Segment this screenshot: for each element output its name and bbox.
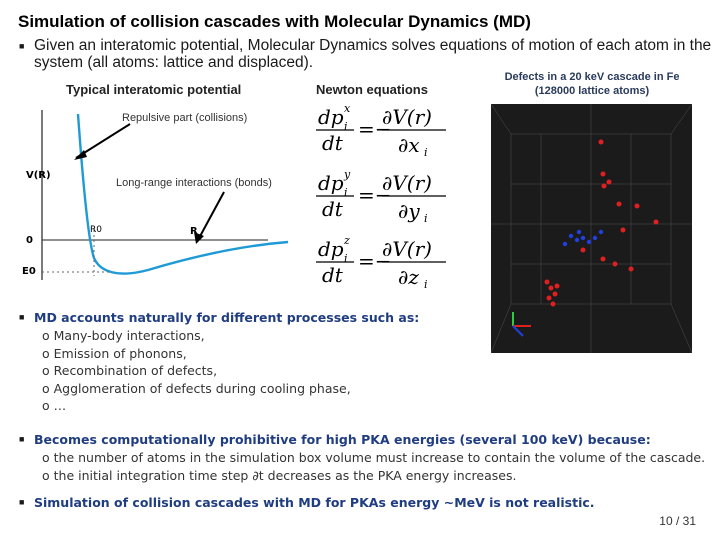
final-bullet: Simulation of collision cascades with MD… xyxy=(34,495,595,510)
defects-title: Defects in a 20 keV cascade in Fe (12800… xyxy=(492,70,692,98)
dp-sub: i xyxy=(344,120,348,133)
newton-label: Newton equations xyxy=(316,82,428,97)
equals-minus: =− xyxy=(358,249,392,273)
list-item: o Recombination of defects, xyxy=(42,363,218,378)
longrange-arrowhead xyxy=(194,232,204,244)
bullet-marker: ■ xyxy=(19,312,25,322)
bullet-marker: ■ xyxy=(19,41,25,51)
dp-sup: y xyxy=(343,168,351,181)
bullet-marker: ■ xyxy=(19,497,25,507)
vacancy-cluster xyxy=(544,139,659,307)
dv-text: ∂V(r) xyxy=(382,237,432,261)
list-item: o Emission of phonons, xyxy=(42,345,187,361)
equals-minus: =− xyxy=(358,117,392,141)
prohibitive-list: o the number of atoms in the simulation … xyxy=(42,449,705,484)
list-item: o the number of atoms in the simulation … xyxy=(42,450,706,465)
e0-label: E0 xyxy=(22,266,36,277)
x-axis-label: R xyxy=(190,226,198,237)
dt-text: dt xyxy=(322,197,344,221)
md-bullet: MD accounts naturally for different proc… xyxy=(34,310,420,325)
defects-title-line2: (128000 lattice atoms) xyxy=(534,85,650,97)
list-item: o Agglomeration of defects during coolin… xyxy=(42,380,351,396)
defects-title-line1: Defects in a 20 keV cascade in Fe xyxy=(504,71,680,83)
dp-sup: z xyxy=(343,234,350,247)
list-item: o Many-body interactions, xyxy=(42,328,205,343)
intro-bullet: Given an interatomic potential, Molecula… xyxy=(34,37,712,71)
repulsive-arrowhead xyxy=(74,150,87,160)
axis-triad-icon xyxy=(512,312,531,337)
page-number: 10 / 31 xyxy=(659,514,696,528)
cascade-visualization xyxy=(490,103,693,354)
equation-x: dp x i dt =− ∂V(r) ∂x i xyxy=(316,102,446,159)
dp-sub: i xyxy=(344,252,348,265)
cascade-simulation-image xyxy=(490,103,693,354)
dvar-text: ∂z xyxy=(398,265,419,289)
dp-sub: i xyxy=(344,186,348,199)
dvar-sub: i xyxy=(424,146,428,159)
dv-text: ∂V(r) xyxy=(382,171,432,195)
dvar-sub: i xyxy=(424,212,428,225)
prohibitive-bullet: Becomes computationally prohibitive for … xyxy=(34,432,651,447)
equals-minus: =− xyxy=(358,183,392,207)
dvar-text: ∂y xyxy=(398,199,420,223)
dp-text: dp xyxy=(318,171,344,195)
longrange-label: Long-range interactions (bonds) xyxy=(116,177,272,189)
potential-curve xyxy=(76,113,289,275)
bullet-marker: ■ xyxy=(19,434,25,444)
dt-text: dt xyxy=(322,263,344,287)
r0-label: R0 xyxy=(90,225,102,235)
y-axis-label: V(R) xyxy=(26,170,51,181)
dp-text: dp xyxy=(318,105,344,129)
interstitial-cluster xyxy=(562,229,604,247)
slide-title: Simulation of collision cascades with Mo… xyxy=(18,12,531,31)
dvar-sub: i xyxy=(424,278,428,291)
newton-equations: dp x i dt =− ∂V(r) ∂x i dp y i dt =− ∂V(… xyxy=(312,102,462,298)
dvar-text: ∂x xyxy=(398,133,420,157)
potential-label: Typical interatomic potential xyxy=(66,82,242,97)
repulsive-arrow xyxy=(75,123,131,159)
list-item: o … xyxy=(42,398,67,413)
repulsive-label: Repulsive part (collisions) xyxy=(122,112,248,124)
dv-text: ∂V(r) xyxy=(382,105,432,129)
dp-text: dp xyxy=(318,237,344,261)
md-list: o Many-body interactions, o Emission of … xyxy=(42,327,351,415)
dt-text: dt xyxy=(322,131,344,155)
equation-z: dp z i dt =− ∂V(r) ∂z i xyxy=(316,234,446,291)
equation-y: dp y i dt =− ∂V(r) ∂y i xyxy=(316,168,446,225)
list-item: o the initial integration time step ∂t d… xyxy=(42,467,517,483)
zero-label: 0 xyxy=(26,235,33,246)
longrange-arrow xyxy=(197,191,225,241)
potential-plot: V(R) R R0 0 E0 xyxy=(22,110,289,280)
dp-sup: x xyxy=(344,102,351,115)
